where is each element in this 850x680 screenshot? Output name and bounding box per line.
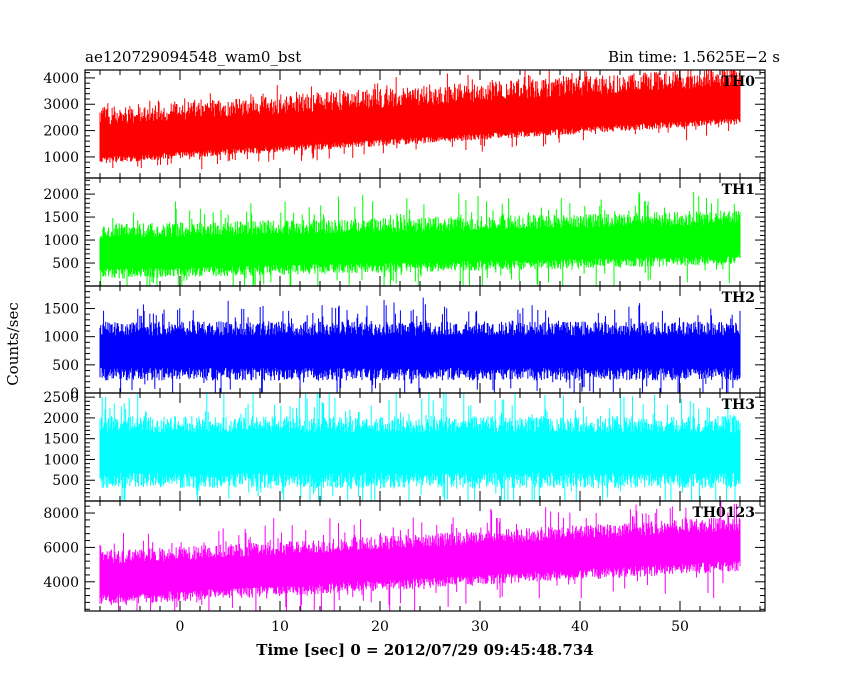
x-tick-label: 0 [176, 619, 185, 635]
series-th3 [99, 393, 741, 501]
series-th0123 [99, 501, 741, 611]
x-axis-label: Time [sec] 0 = 2012/07/29 09:45:48.734 [256, 641, 593, 659]
series-th2 [99, 297, 741, 393]
panel-label: TH0123 [692, 505, 755, 521]
x-tick-label: 40 [571, 619, 589, 635]
y-tick-label: 4000 [43, 71, 79, 87]
x-tick-label: 30 [471, 619, 489, 635]
y-tick-label: 4000 [43, 575, 79, 591]
panel-label: TH2 [722, 290, 755, 306]
y-tick-label: 500 [52, 256, 79, 272]
x-tick-label: 50 [671, 619, 689, 635]
header-right-title: Bin time: 1.5625E−2 s [608, 48, 780, 66]
panel-th0: 1000 2000 3000 4000 TH0 [43, 69, 766, 179]
panel-th1: 500 1000 1500 2000 TH1 [43, 177, 766, 287]
y-tick-label: 500 [52, 358, 79, 374]
y-tick-label: 1500 [43, 432, 79, 448]
y-tick-label: 6000 [43, 540, 79, 556]
y-tick-label: 1500 [43, 210, 79, 226]
panel-th0123: 4000 6000 8000 TH0123 [43, 500, 766, 612]
header-left-title: ae120729094548_wam0_bst [85, 48, 301, 66]
x-tick-label: 10 [271, 619, 289, 635]
panel-th2: 0 500 1000 1500 TH2 [43, 285, 766, 402]
panel-th3: 500 1000 1500 2000 2500 TH3 [43, 390, 766, 502]
y-tick-label: 1000 [43, 330, 79, 346]
y-tick-label: 1500 [43, 302, 79, 318]
panel-label: TH3 [722, 397, 755, 413]
series-th0 [99, 70, 741, 170]
y-tick-label: 2000 [43, 411, 79, 427]
y-tick-label: 500 [52, 473, 79, 489]
y-tick-label: 1000 [43, 452, 79, 468]
panel-label: TH1 [722, 182, 755, 198]
y-tick-label: 1000 [43, 150, 79, 166]
y-axis-label: Counts/sec [4, 302, 22, 386]
panel-frame [84, 500, 766, 612]
panel-label: TH0 [722, 74, 756, 90]
x-tick-label: 20 [371, 619, 389, 635]
y-tick-label: 2500 [43, 390, 79, 406]
y-tick-label: 1000 [43, 233, 79, 249]
y-tick-label: 0 [70, 386, 79, 402]
y-tick-label: 2000 [43, 124, 79, 140]
y-tick-label: 2000 [43, 187, 79, 203]
y-tick-label: 8000 [43, 506, 79, 522]
series-th1 [99, 191, 741, 286]
y-tick-label: 3000 [43, 97, 79, 113]
